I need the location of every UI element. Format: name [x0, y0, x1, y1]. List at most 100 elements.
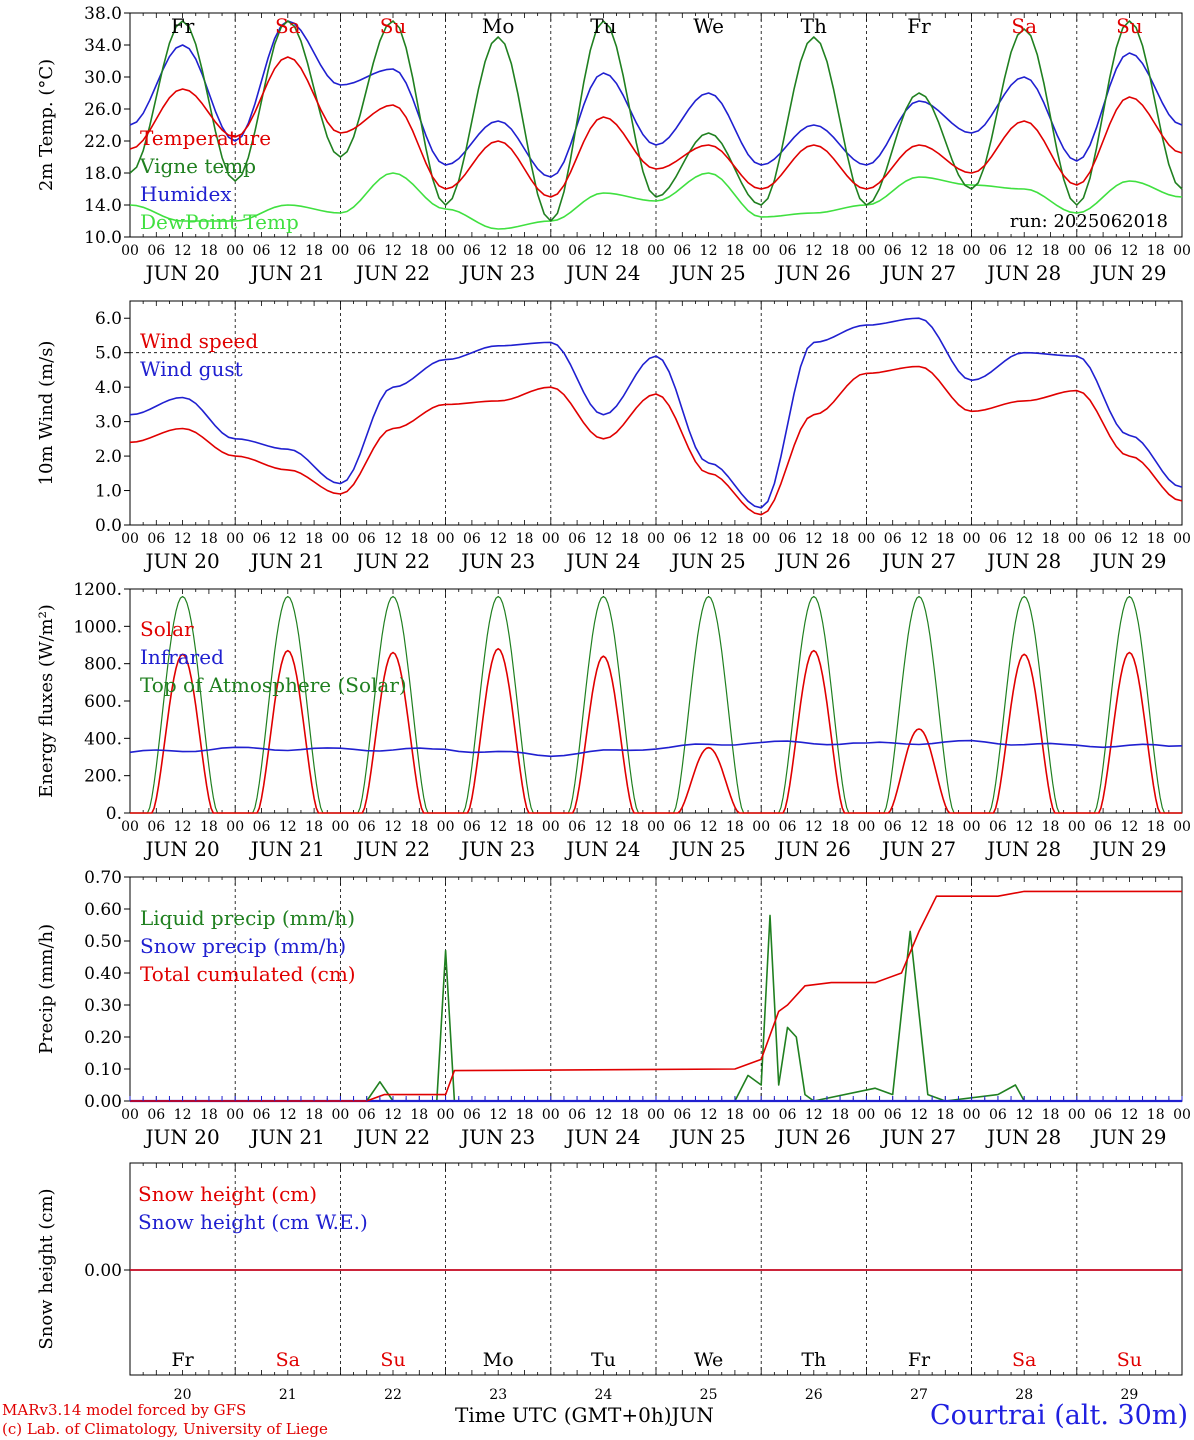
day-number-label: 23 — [489, 1387, 507, 1403]
weekday-top-label: Fr — [907, 14, 931, 38]
hour-label: 06 — [779, 531, 797, 547]
weekday-top-label: Th — [801, 14, 827, 38]
weekday-bottom-label: Sa — [276, 1349, 300, 1371]
y-tick-label: 18.0 — [84, 164, 122, 184]
date-label: JUN 24 — [564, 1125, 640, 1149]
hour-label: 18 — [831, 243, 849, 259]
hour-label: 00 — [963, 1107, 981, 1123]
hour-label: 00 — [226, 819, 244, 835]
hour-label: 18 — [200, 1107, 218, 1123]
hour-label: 06 — [568, 531, 586, 547]
hour-label: 12 — [700, 1107, 718, 1123]
hour-label: 00 — [542, 243, 560, 259]
day-number-label: 26 — [805, 1387, 823, 1403]
hour-label: 00 — [1173, 243, 1191, 259]
hour-label: 00 — [331, 1107, 349, 1123]
y-axis-label-4: Precip (mm/h) — [36, 924, 57, 1054]
hour-label: 00 — [437, 243, 455, 259]
date-label: JUN 28 — [985, 1125, 1061, 1149]
legend-snow-precip-mm-h-: Snow precip (mm/h) — [140, 934, 346, 958]
hour-label: 12 — [489, 531, 507, 547]
hour-label: 18 — [621, 531, 639, 547]
weekday-bottom-label: Sa — [1012, 1349, 1036, 1371]
hour-label: 06 — [673, 819, 691, 835]
y-tick-label: 0.50 — [84, 932, 122, 952]
hour-label: 18 — [1147, 819, 1165, 835]
hour-label: 18 — [1042, 819, 1060, 835]
date-label: JUN 28 — [985, 261, 1061, 285]
date-label: JUN 23 — [459, 261, 535, 285]
hour-label: 12 — [805, 819, 823, 835]
location-title: Courtrai (alt. 30m) — [929, 1400, 1188, 1431]
weekday-bottom-label: Th — [801, 1349, 826, 1371]
date-label: JUN 24 — [564, 837, 640, 861]
hour-label: 00 — [963, 243, 981, 259]
hour-label: 06 — [884, 243, 902, 259]
hour-label: 12 — [174, 531, 192, 547]
hour-label: 00 — [331, 531, 349, 547]
hour-label: 12 — [1015, 531, 1033, 547]
hour-label: 06 — [989, 243, 1007, 259]
legend-temperature: Temperature — [140, 126, 271, 150]
hour-label: 06 — [884, 1107, 902, 1123]
hour-label: 00 — [226, 531, 244, 547]
y-tick-label: 0.40 — [84, 964, 122, 984]
hour-label: 12 — [910, 243, 928, 259]
y-tick-label: 3.0 — [95, 413, 122, 433]
model-credit: MARv3.14 model forced by GFS — [2, 1401, 247, 1419]
weekday-top-label: We — [693, 14, 724, 38]
hour-label: 12 — [700, 819, 718, 835]
y-tick-label: 0.0 — [95, 516, 122, 536]
hour-label: 12 — [805, 243, 823, 259]
day-number-label: 22 — [384, 1387, 402, 1403]
hour-ticks — [129, 301, 1183, 525]
hour-label: 06 — [779, 819, 797, 835]
hour-label: 06 — [884, 819, 902, 835]
hour-label: 12 — [594, 819, 612, 835]
hour-label: 18 — [305, 243, 323, 259]
hour-label: 18 — [621, 1107, 639, 1123]
hour-label: 00 — [1173, 819, 1191, 835]
hour-label: 18 — [1042, 531, 1060, 547]
weekday-top-label: Su — [380, 14, 407, 38]
legend-solar: Solar — [140, 617, 194, 641]
y-tick-label: 1.0 — [95, 482, 122, 502]
hour-label: 06 — [463, 819, 481, 835]
hour-label: 00 — [963, 819, 981, 835]
hour-label: 18 — [1042, 1107, 1060, 1123]
hour-label: 18 — [516, 531, 534, 547]
panel-frame-3 — [129, 588, 1183, 814]
date-label: JUN 29 — [1090, 837, 1166, 861]
date-label: JUN 27 — [880, 1125, 956, 1149]
hour-label: 06 — [1094, 243, 1112, 259]
hour-label: 18 — [410, 1107, 428, 1123]
hour-label: 06 — [147, 531, 165, 547]
date-label: JUN 27 — [880, 261, 956, 285]
y-tick-label: 0.70 — [84, 868, 122, 888]
y-tick-label: 2.0 — [95, 447, 122, 467]
date-label: JUN 23 — [459, 837, 535, 861]
hour-label: 00 — [437, 819, 455, 835]
hour-label: 12 — [1015, 243, 1033, 259]
hour-label: 06 — [568, 243, 586, 259]
hour-label: 12 — [594, 531, 612, 547]
hour-label: 00 — [437, 531, 455, 547]
weekday-top-label: Sa — [275, 14, 301, 38]
hour-label: 00 — [647, 1107, 665, 1123]
hour-label: 12 — [489, 819, 507, 835]
hour-label: 12 — [174, 243, 192, 259]
y-axis-label-1: 2m Temp. (°C) — [36, 59, 57, 191]
hour-label: 06 — [673, 531, 691, 547]
hour-label: 12 — [700, 243, 718, 259]
hour-label: 00 — [542, 819, 560, 835]
day-number-label: 25 — [700, 1387, 718, 1403]
date-label: JUN 22 — [354, 1125, 430, 1149]
y-tick-label: 600. — [84, 692, 122, 712]
date-label: JUN 24 — [564, 261, 640, 285]
hour-label: 12 — [174, 819, 192, 835]
hour-label: 18 — [1042, 243, 1060, 259]
hour-label: 18 — [726, 531, 744, 547]
hour-label: 00 — [331, 243, 349, 259]
hour-label: 18 — [1147, 243, 1165, 259]
y-axis-label-5: Snow height (cm) — [36, 1188, 57, 1349]
